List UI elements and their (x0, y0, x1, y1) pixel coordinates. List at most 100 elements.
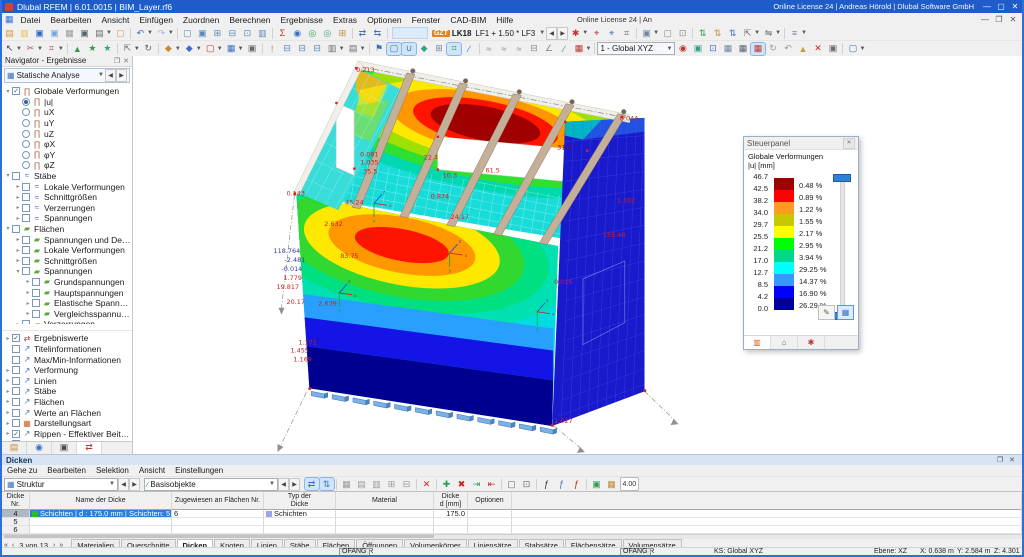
tree-item[interactable]: ▸ ↗ Verformung (6, 365, 78, 376)
tree-item[interactable]: ▸ ↗ Werte an Flächen (6, 407, 101, 418)
app-menu-icon[interactable]: ▦ (5, 14, 14, 24)
layout-6-icon[interactable]: ▥ (258, 27, 267, 38)
calc-table-icon[interactable]: ⊞ (338, 27, 347, 38)
insert-row-icon[interactable]: ✚ (442, 478, 451, 489)
dicken-menu-selektion[interactable]: Selektion (95, 466, 129, 475)
radio-button[interactable] (22, 97, 30, 106)
table-header[interactable]: Name der Dicke (30, 492, 172, 510)
check-results-icon[interactable]: ◉ (293, 27, 302, 38)
table-cell[interactable] (336, 510, 434, 518)
table-cell[interactable] (336, 518, 434, 526)
fx-delete-icon[interactable]: ƒ (573, 479, 579, 489)
camera-icon[interactable]: ▣ (828, 43, 838, 53)
table-cell[interactable]: 6 (172, 510, 264, 518)
table-cell[interactable] (172, 526, 264, 534)
delete-red-icon[interactable]: ✕ (814, 43, 822, 53)
tree-item[interactable]: ▸ ▦ Darstellungsart (6, 418, 92, 429)
radio-button[interactable] (22, 119, 30, 127)
dicken-menu-einstellungen[interactable]: Einstellungen (175, 466, 224, 475)
dicken-menu-gehezu[interactable]: Gehe zu (7, 466, 38, 475)
mesh-toggle-icon[interactable]: ⌗ (446, 41, 463, 56)
select-cut-icon[interactable]: ✂ (26, 43, 35, 53)
panel-options-button[interactable]: ✎ (818, 305, 835, 320)
table-cell[interactable]: 175.0 (434, 510, 468, 518)
menu-berechnen[interactable]: Berechnen (229, 14, 271, 25)
section-3-icon[interactable]: ⊟ (313, 43, 321, 53)
tab-color-scale[interactable]: ▥ (744, 336, 771, 349)
snap-toggle-ofang[interactable]: OFANG (339, 548, 370, 555)
table-view-1-icon[interactable]: ▦ (342, 478, 351, 489)
snap-node-icon[interactable]: ◆ (164, 43, 172, 53)
tab-display[interactable]: ◉ (27, 441, 52, 454)
arrow-ccw-icon[interactable]: ↶ (784, 43, 792, 53)
warning-icon[interactable]: ▲ (798, 43, 808, 54)
save-copy-icon[interactable]: ▣ (50, 27, 59, 38)
delete-all-icon[interactable]: ✕ (422, 478, 431, 489)
layout-5-icon[interactable]: ⊡ (243, 27, 252, 38)
fx-icon[interactable]: ƒ (543, 479, 549, 489)
tree-item[interactable]: ∏ φY (2, 149, 132, 160)
table-view-2-icon[interactable]: ▤ (357, 478, 366, 489)
axes-2-icon[interactable]: ⌖ (609, 27, 615, 38)
checkbox[interactable]: ✓ (12, 87, 20, 96)
tree-item[interactable]: ▾ ✓ ∏ Globale Verformungen (6, 86, 120, 97)
menu-einfgen[interactable]: Einfügen (139, 14, 173, 25)
dicken-float-icon[interactable]: ❐ (996, 457, 1004, 464)
tree-item[interactable]: ▸ ▰ Grundspannungen (26, 276, 125, 287)
open-icon[interactable]: ▥ (20, 27, 29, 38)
menu-ansicht[interactable]: Ansicht (101, 14, 130, 25)
copy-row-icon[interactable]: ⇥ (472, 478, 481, 489)
globe-icon[interactable]: ◎ (308, 27, 317, 38)
window-new-icon[interactable]: ▢ (386, 41, 403, 56)
visibility-icon[interactable]: ▤ (348, 43, 358, 53)
snap-toggle-ofang[interactable]: OFANG (620, 548, 651, 555)
checkbox[interactable] (22, 235, 30, 244)
checkbox[interactable] (32, 288, 40, 297)
tab-results[interactable]: ⇄ (77, 441, 102, 454)
checkbox[interactable] (22, 320, 30, 325)
copy-icon[interactable]: ▦ (65, 27, 74, 38)
star-new-icon[interactable]: ✱ (571, 27, 580, 38)
new-icon[interactable]: ▤ (5, 27, 14, 38)
excel-export-icon[interactable]: ▣ (592, 478, 601, 489)
new-model-icon[interactable]: ▢ (116, 27, 125, 38)
checkbox[interactable] (12, 224, 20, 233)
select-arrow-icon[interactable]: ↖ (5, 43, 14, 53)
table-cell[interactable]: Schichten (264, 510, 336, 518)
checkbox[interactable] (12, 419, 20, 428)
view-y-icon[interactable]: ⇅ (713, 27, 722, 38)
table-cell[interactable] (336, 526, 434, 534)
table-header[interactable]: Material (336, 492, 434, 510)
dicken-menu-ansicht[interactable]: Ansicht (138, 466, 166, 475)
tree-item[interactable]: ∏ φZ (2, 160, 132, 171)
view-box-icon[interactable]: ▢ (663, 27, 672, 38)
generate-model-icon[interactable]: ▲ (72, 43, 82, 54)
table-cell[interactable] (30, 526, 172, 534)
menu-zuordnen[interactable]: Zuordnen (182, 14, 220, 25)
delete-row-icon[interactable]: ✖ (457, 478, 466, 489)
analysis-type-combobox[interactable]: ▦ Statische Analyse ▼ ◀ ▶ (4, 67, 130, 83)
table-horizontal-scrollbar[interactable] (2, 534, 1022, 539)
sync-selection-icon[interactable]: ⇄ (303, 477, 320, 491)
tree-item[interactable]: ▾ ▰ Spannungen (16, 266, 93, 277)
tree-item[interactable]: ∏ |u| (2, 97, 132, 108)
menu-datei[interactable]: Datei (20, 14, 41, 25)
iso-5-icon[interactable]: ∠ (544, 43, 554, 53)
menu-fenster[interactable]: Fenster (411, 14, 441, 25)
checkbox[interactable] (12, 387, 20, 396)
table-group-combobox[interactable]: ▦ Struktur ▼ (4, 477, 118, 491)
loadcase-prev-button[interactable]: ◀ (546, 26, 558, 40)
save-icon[interactable]: ▣ (35, 27, 44, 38)
table-cell[interactable]: Schichten | d : 175.0 mm | Schichten: 5 (30, 510, 172, 518)
checkbox[interactable] (12, 366, 20, 375)
relink-icon[interactable]: ↻ (769, 43, 777, 53)
table-header[interactable]: Zugewiesen an Flächen Nr. (172, 492, 264, 510)
checkbox[interactable] (32, 309, 40, 318)
pin-icon[interactable]: ⚑ (374, 43, 384, 53)
link-1-icon[interactable]: ⇄ (358, 27, 367, 38)
mirror-icon[interactable]: ⇋ (764, 27, 773, 38)
decimal-places-icon[interactable]: 4.00 (619, 477, 640, 491)
view-render-icon[interactable]: ▣ (642, 27, 651, 38)
globe-2-icon[interactable]: ◎ (323, 27, 332, 38)
result-colors-icon[interactable]: ◆ (420, 43, 428, 53)
